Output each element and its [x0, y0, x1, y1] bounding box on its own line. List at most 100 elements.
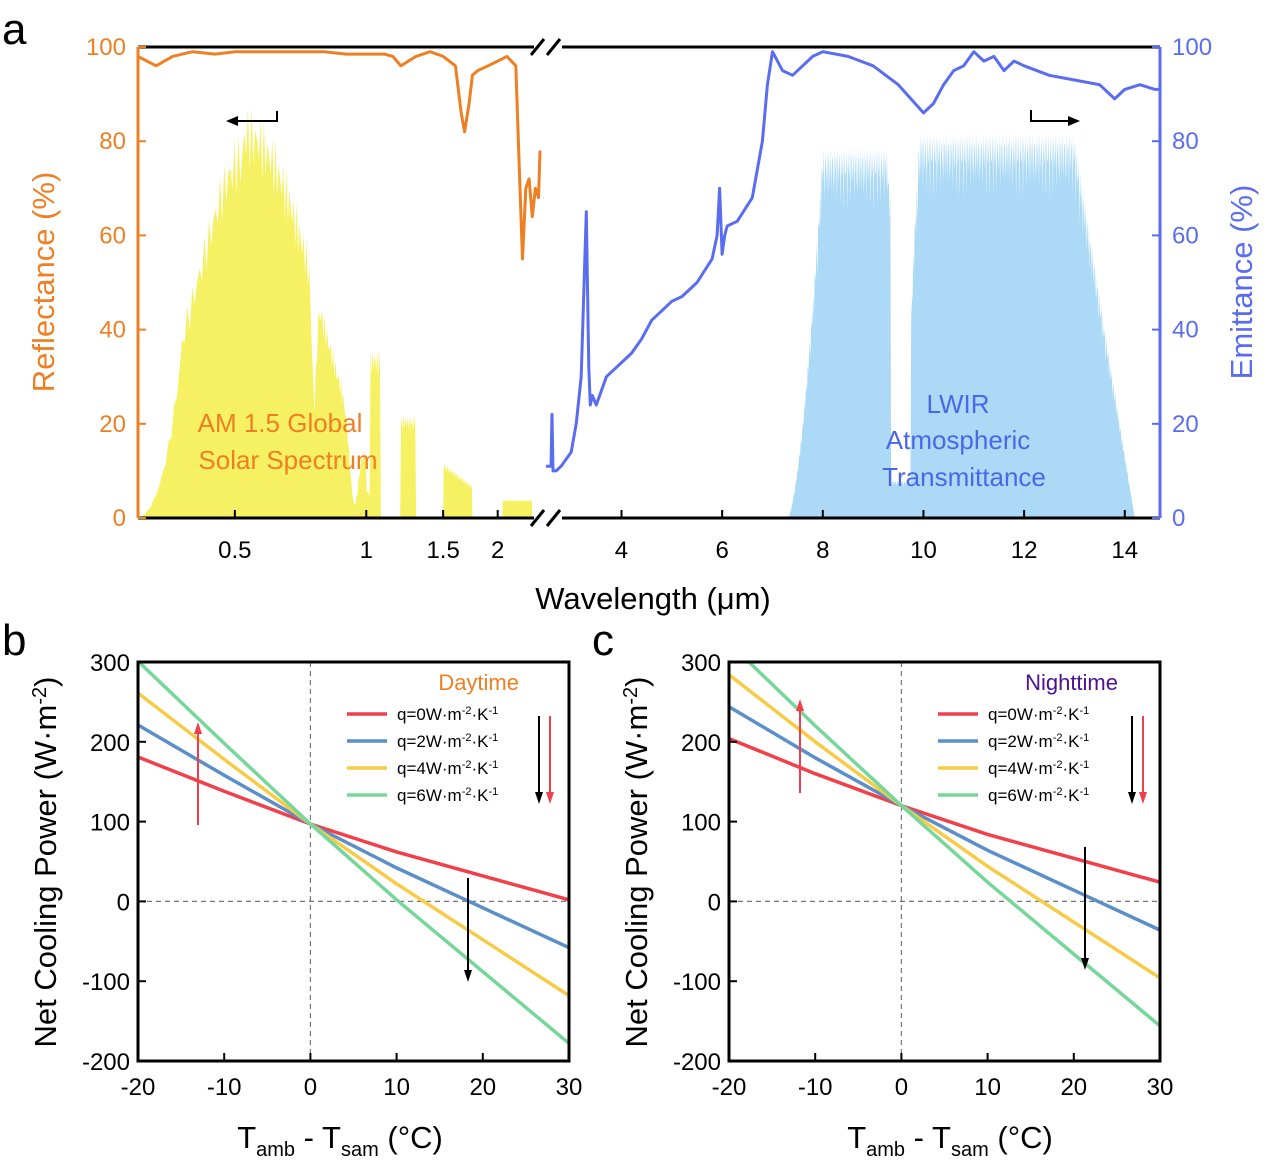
legend-label: q=0W·m-2·K-1	[397, 705, 498, 724]
series-line-q0	[138, 755, 569, 902]
legend-label-part: -2	[1053, 705, 1063, 717]
series-line-q6	[138, 662, 569, 1045]
lwir-annotation-line1: LWIR	[926, 389, 989, 419]
y-tick-label: -200	[673, 1049, 721, 1076]
x-tick-label: -10	[798, 1074, 833, 1101]
left-axis-arrow	[226, 111, 278, 126]
emittance-tick-label: 100	[1172, 34, 1212, 61]
legend-label-part: ·K	[472, 732, 490, 751]
wavelength-tick-label: 12	[1011, 537, 1038, 564]
panel-label-a: a	[2, 5, 27, 54]
legend-label-part: q=4W·m	[988, 759, 1053, 778]
y-tick-label: -100	[82, 969, 130, 996]
x-tick-label: 20	[469, 1074, 496, 1101]
wavelength-tick-label: 6	[715, 537, 728, 564]
y-tick-label: 0	[708, 889, 721, 916]
series-line-q2	[138, 723, 569, 950]
x-tick-label: 0	[895, 1074, 908, 1101]
daytime-red-arrow-up	[194, 722, 202, 825]
legend-label-part: q=6W·m	[988, 786, 1053, 805]
emittance-tick-label: 60	[1172, 222, 1199, 249]
x-tick-label: 30	[556, 1074, 583, 1101]
solar-annotation-line1: AM 1.5 Global	[198, 408, 363, 438]
legend-label: q=4W·m-2·K-1	[397, 759, 498, 778]
legend-label-part: q=6W·m	[397, 786, 462, 805]
legend-label-part: -1	[1080, 705, 1090, 717]
series-line-q0	[729, 736, 1160, 884]
legend-label-part: ·K	[472, 759, 490, 778]
reflectance-tick-label: 100	[86, 34, 126, 61]
series-line-q4	[138, 691, 569, 998]
legend-label-part: ·K	[1063, 705, 1081, 724]
legend-label-part: -1	[1080, 786, 1090, 798]
x-tick-label: 20	[1060, 1074, 1087, 1101]
wavelength-tick-label: 14	[1111, 537, 1138, 564]
axis-break-mark	[529, 509, 546, 527]
legend-label-part: ·K	[1063, 732, 1081, 751]
legend-label: q=6W·m-2·K-1	[397, 786, 498, 805]
wavelength-tick-label: 4	[615, 537, 628, 564]
nighttime-black-arrow-down	[1081, 847, 1089, 970]
legend-label-part: -2	[1053, 759, 1063, 771]
axis-break-mark	[529, 38, 546, 56]
legend-label-part: q=2W·m	[988, 732, 1053, 751]
y-tick-label: 200	[681, 730, 721, 757]
legend-label-part: ·K	[472, 705, 490, 724]
y-tick-label: 300	[90, 650, 130, 677]
legend-label: q=2W·m-2·K-1	[988, 732, 1089, 751]
emittance-tick-label: 0	[1172, 505, 1185, 532]
daytime-legend: q=0W·m-2·K-1q=2W·m-2·K-1q=4W·m-2·K-1q=6W…	[347, 705, 498, 805]
legend-label-part: ·K	[472, 786, 490, 805]
legend-label-part: -1	[489, 759, 499, 771]
solar-spectrum-fill	[138, 107, 540, 519]
plot-frame	[727, 660, 1162, 1063]
reflectance-tick-label: 40	[99, 317, 126, 344]
y-tick-label: -200	[82, 1049, 130, 1076]
legend-label-part: -2	[1053, 786, 1063, 798]
nighttime-title: Nighttime	[1025, 670, 1118, 695]
y-tick-label: 0	[117, 889, 130, 916]
spectrum-chart: 0 0 20 20 40 40 60 60 80 80 100 100 0.5 1 1.5 2 4 6 8 10 12 1…	[26, 34, 1259, 616]
nighttime-red-arrow-up	[796, 699, 804, 793]
axis-break-mark	[545, 509, 562, 527]
legend-red-arrow-c	[1139, 716, 1147, 804]
wavelength-axis-label: Wavelength (μm)	[535, 581, 771, 616]
x-tick-label: -10	[207, 1074, 242, 1101]
nighttime-legend: q=0W·m-2·K-1q=2W·m-2·K-1q=4W·m-2·K-1q=6W…	[938, 705, 1089, 805]
legend-label-part: -1	[489, 786, 499, 798]
legend-label-part: ·K	[1063, 759, 1081, 778]
x-tick-label: -20	[121, 1074, 156, 1101]
legend-red-arrow	[546, 716, 554, 804]
legend-label-part: -1	[489, 732, 499, 744]
emittance-tick-label: 20	[1172, 411, 1199, 438]
reflectance-tick-label: 20	[99, 411, 126, 438]
y-tick-label: 100	[681, 810, 721, 837]
wavelength-tick-label: 8	[816, 537, 829, 564]
legend-label-part: -1	[1080, 759, 1090, 771]
panel-label-c: c	[592, 616, 614, 665]
lwir-annotation-line3: Transmittance	[882, 462, 1046, 492]
x-tick-label: 30	[1147, 1074, 1174, 1101]
legend-label-part: -2	[462, 759, 472, 771]
panel-label-b: b	[2, 616, 26, 665]
plot-frame	[136, 660, 571, 1063]
emittance-axis-label: Emittance (%)	[1224, 185, 1259, 380]
legend-label: q=6W·m-2·K-1	[988, 786, 1089, 805]
wavelength-tick-label: 10	[910, 537, 937, 564]
legend-label-part: ·K	[1063, 786, 1081, 805]
legend-label-part: q=0W·m	[988, 705, 1053, 724]
reflectance-line	[137, 50, 542, 261]
atmospheric-transmittance-fill	[787, 131, 1135, 519]
emittance-tick-label: 80	[1172, 128, 1199, 155]
daytime-x-axis-label: Tamb - Tsam (°C)	[237, 1120, 443, 1161]
legend-label-part: -2	[1053, 732, 1063, 744]
legend-label-part: q=4W·m	[397, 759, 462, 778]
solar-annotation-line2: Solar Spectrum	[198, 445, 377, 475]
lwir-annotation-line2: Atmospheric	[886, 425, 1031, 455]
x-tick-label: 0	[304, 1074, 317, 1101]
y-tick-label: 200	[90, 730, 130, 757]
legend-label-part: -2	[462, 786, 472, 798]
